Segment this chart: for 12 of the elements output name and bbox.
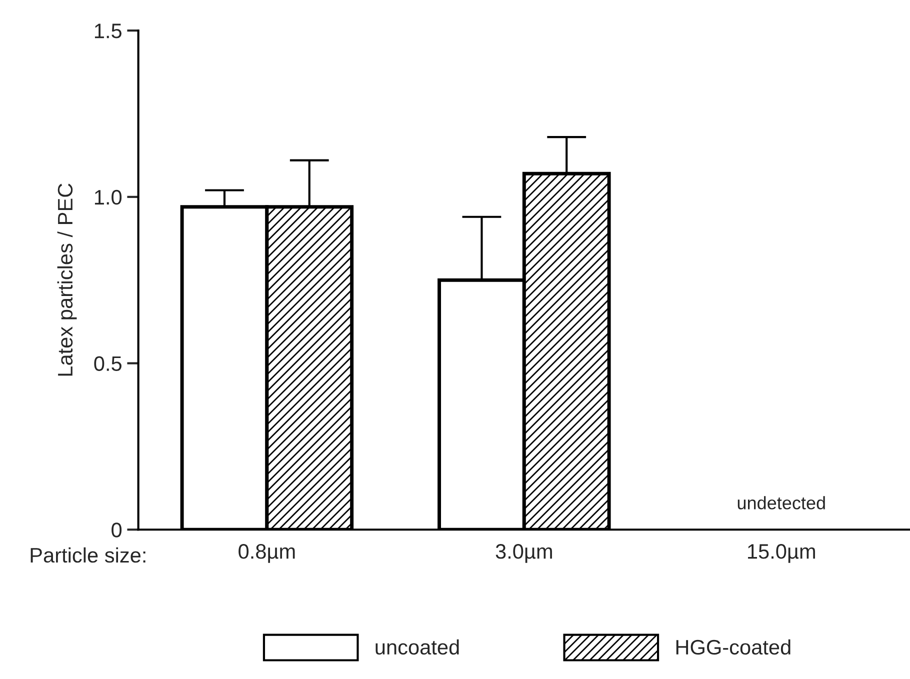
x-axis-title: Particle size:	[30, 547, 146, 563]
legend-label: HGG-coated	[676, 639, 790, 655]
y-tick-label: 1.0	[94, 190, 122, 205]
y-tick-label: 1.5	[94, 24, 122, 38]
x-tick-label: 15.0µm	[748, 544, 815, 563]
y-axis-title: Latex particles / PEC	[57, 184, 77, 376]
y-tick-label: 0	[112, 522, 122, 538]
y-tick-label: 0.5	[94, 356, 122, 372]
legend-label: uncoated	[376, 639, 459, 655]
x-tick-label: 0.8µm	[238, 544, 295, 563]
x-tick-label: 3.0µm	[496, 544, 552, 563]
annotation: undetected	[738, 496, 825, 510]
